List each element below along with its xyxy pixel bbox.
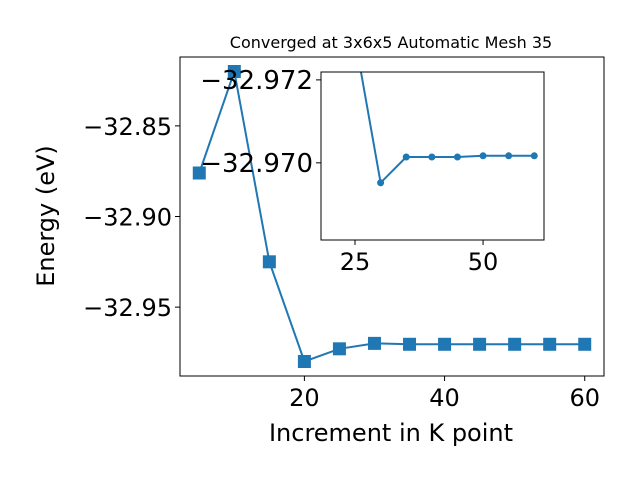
y-axis-label: Energy (eV) bbox=[32, 145, 60, 287]
x-tick-label: 60 bbox=[569, 384, 600, 412]
x-tick-label: 50 bbox=[468, 248, 499, 276]
marker bbox=[332, 342, 346, 356]
marker bbox=[578, 337, 592, 351]
marker bbox=[262, 255, 276, 269]
marker bbox=[192, 166, 206, 180]
y-tick-label: −32.972 bbox=[200, 66, 313, 96]
y-tick-label: −32.970 bbox=[200, 149, 313, 179]
plot-area bbox=[359, 72, 538, 187]
marker bbox=[473, 337, 487, 351]
x-axis-label: Increment in K point bbox=[269, 419, 513, 447]
marker bbox=[367, 336, 381, 350]
y-tick-label: −32.85 bbox=[83, 113, 172, 141]
x-tick-label: 20 bbox=[289, 384, 320, 412]
marker bbox=[479, 152, 487, 160]
x-tick-label: 25 bbox=[340, 248, 371, 276]
marker bbox=[453, 153, 461, 161]
marker bbox=[402, 153, 410, 161]
plot-area bbox=[192, 65, 592, 368]
axes-frame bbox=[179, 56, 605, 377]
chart-title: Converged at 3x6x5 Automatic Mesh 35 bbox=[230, 33, 552, 52]
marker bbox=[543, 337, 557, 351]
y-tick-label: −32.95 bbox=[83, 294, 172, 322]
marker bbox=[428, 153, 436, 161]
y-tick-label: −32.90 bbox=[83, 204, 172, 232]
marker bbox=[530, 152, 538, 160]
marker bbox=[403, 337, 417, 351]
marker bbox=[508, 337, 522, 351]
x-tick-label: 40 bbox=[429, 384, 460, 412]
marker bbox=[377, 179, 385, 187]
marker bbox=[438, 337, 452, 351]
marker bbox=[505, 152, 513, 160]
marker bbox=[297, 355, 311, 368]
line bbox=[359, 72, 535, 185]
axes-frame bbox=[320, 71, 545, 241]
marker bbox=[227, 65, 241, 78]
